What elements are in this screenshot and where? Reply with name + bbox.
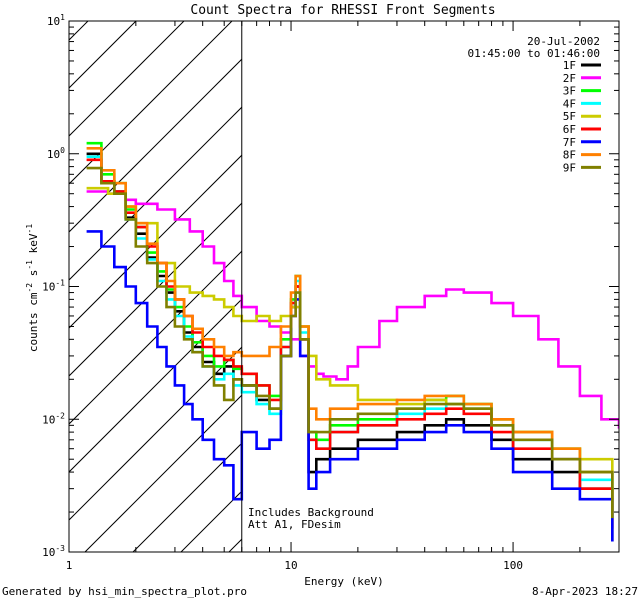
y-tick-label: 10-1 (42, 279, 65, 294)
chart-title: Count Spectra for RHESSI Front Segments (190, 3, 495, 18)
x-tick-label: 10 (284, 559, 297, 572)
series-layer (86, 141, 619, 542)
hatch-line (228, 538, 242, 552)
annotation-background: Includes Background (248, 506, 374, 519)
legend-label-4f: 4F (563, 97, 576, 110)
x-tick-label: 1 (66, 559, 73, 572)
footer-generated-by: Generated by hsi_min_spectra_plot.pro (2, 585, 247, 598)
hatch-line (69, 58, 242, 233)
legend-label-2f: 2F (563, 72, 576, 85)
hatch-line (69, 250, 242, 425)
hatch-line (84, 394, 242, 552)
series-line-4f (86, 155, 614, 519)
hatch-line (277, 0, 640, 552)
axis-ticks (68, 21, 620, 553)
y-tick-label: 10-3 (42, 544, 65, 559)
series-line-5f (86, 186, 614, 500)
hatched-region (69, 0, 640, 552)
hatch-line (69, 202, 242, 377)
hatch-line (132, 442, 242, 552)
annotation-attenuator: Att A1, FDesim (248, 518, 341, 531)
hatch-line (69, 21, 137, 89)
x-tick-labels: 1 10 100 (66, 559, 523, 572)
y-tick-label: 10-2 (42, 411, 65, 426)
legend-date: 20-Jul-2002 (527, 35, 600, 48)
legend-time-range: 01:45:00 to 01:46:00 (468, 47, 600, 60)
legend-label-7f: 7F (563, 136, 576, 149)
series-line-8f (86, 147, 614, 512)
legend-label-9f: 9F (563, 161, 576, 174)
y-tick-label: 101 (47, 13, 65, 28)
legend-label-6f: 6F (563, 123, 576, 136)
legend-label-5f: 5F (563, 110, 576, 123)
footer-timestamp: 8-Apr-2023 18:27 (532, 585, 638, 598)
x-tick-label: 100 (503, 559, 523, 572)
series-line-7f (86, 230, 614, 542)
y-tick-labels: 10-3 10-2 10-1 100 101 (42, 13, 65, 559)
hatch-line (69, 346, 242, 521)
legend-label-3f: 3F (563, 85, 576, 98)
hatch-line (69, 21, 185, 137)
hatch-line (325, 0, 640, 552)
hatch-line (69, 298, 242, 473)
hatch-line (69, 154, 242, 329)
y-tick-label: 100 (47, 146, 65, 161)
y-axis-label: counts cm-2 s-1 keV-1 (25, 224, 40, 352)
hatch-line (69, 21, 89, 41)
hatch-line (69, 106, 242, 281)
legend-label-8f: 8F (563, 149, 576, 162)
series-line-9f (86, 166, 614, 519)
x-axis-label: Energy (keV) (304, 575, 383, 588)
series-line-2f (86, 190, 619, 429)
legend-label-1f: 1F (563, 59, 576, 72)
hatch-line (69, 21, 233, 185)
